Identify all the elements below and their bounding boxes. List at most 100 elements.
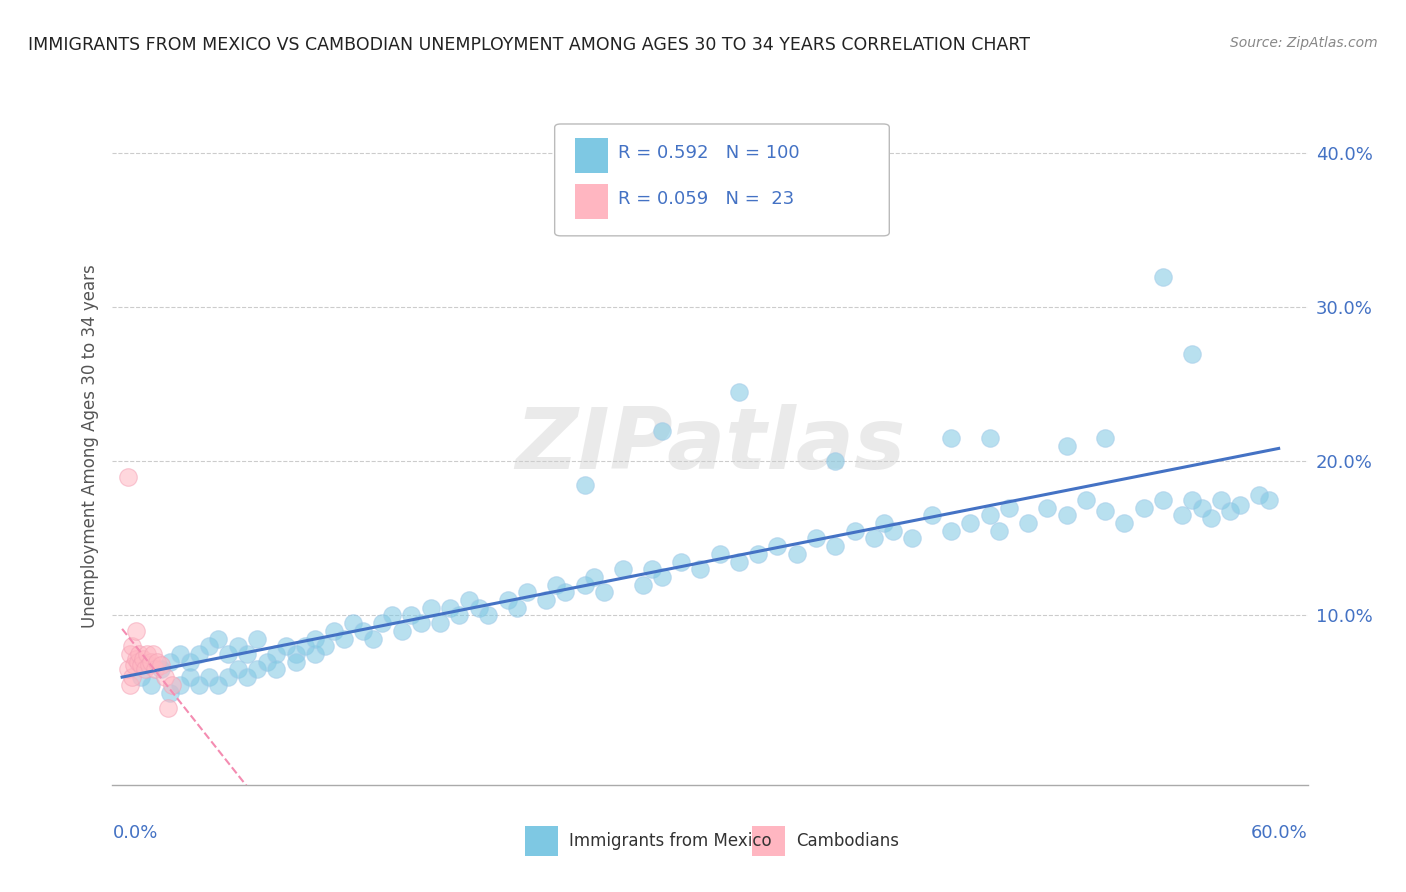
Point: [274, 640, 297, 654]
Point: [217, 647, 239, 661]
Point: [1209, 492, 1232, 507]
Point: [1017, 516, 1039, 530]
Point: [467, 600, 489, 615]
Point: [1258, 492, 1281, 507]
Point: [226, 640, 249, 654]
Point: [226, 662, 249, 676]
Point: [574, 477, 596, 491]
Point: [256, 655, 278, 669]
Text: 60.0%: 60.0%: [1251, 824, 1308, 842]
Point: [554, 585, 576, 599]
FancyBboxPatch shape: [752, 826, 786, 856]
Text: R = 0.592   N = 100: R = 0.592 N = 100: [619, 145, 800, 162]
Point: [1171, 508, 1194, 523]
Text: 0.0%: 0.0%: [112, 824, 157, 842]
Point: [142, 647, 165, 661]
FancyBboxPatch shape: [575, 184, 609, 219]
Point: [352, 624, 374, 638]
Point: [824, 539, 846, 553]
Text: Cambodians: Cambodians: [796, 831, 898, 849]
Point: [477, 608, 499, 623]
Point: [266, 647, 288, 661]
Point: [266, 662, 288, 676]
Point: [132, 651, 155, 665]
FancyBboxPatch shape: [554, 124, 890, 235]
Point: [998, 500, 1021, 515]
Point: [153, 670, 176, 684]
Text: Immigrants from Mexico: Immigrants from Mexico: [569, 831, 772, 849]
Point: [1094, 431, 1116, 445]
Point: [304, 632, 326, 646]
Point: [921, 508, 943, 523]
Point: [139, 678, 162, 692]
Point: [901, 532, 924, 546]
Point: [516, 585, 538, 599]
Point: [169, 678, 191, 692]
Point: [361, 632, 384, 646]
Point: [304, 647, 326, 661]
Point: [824, 454, 846, 468]
Point: [458, 593, 481, 607]
Point: [143, 662, 166, 676]
Point: [118, 678, 141, 692]
Point: [198, 670, 221, 684]
Point: [979, 508, 1001, 523]
Point: [118, 647, 141, 661]
Point: [381, 608, 404, 623]
Point: [593, 585, 616, 599]
Point: [188, 647, 211, 661]
Point: [188, 678, 211, 692]
Point: [159, 685, 181, 699]
Point: [371, 616, 394, 631]
Point: [506, 600, 529, 615]
Point: [342, 616, 364, 631]
Point: [449, 608, 471, 623]
Point: [1074, 492, 1097, 507]
Point: [939, 524, 962, 538]
Point: [959, 516, 981, 530]
Point: [1191, 500, 1213, 515]
Point: [217, 670, 239, 684]
Point: [612, 562, 634, 576]
Point: [1229, 498, 1251, 512]
Point: [1152, 269, 1174, 284]
Point: [122, 657, 145, 672]
Text: Source: ZipAtlas.com: Source: ZipAtlas.com: [1230, 36, 1378, 50]
Point: [988, 524, 1011, 538]
Point: [1114, 516, 1136, 530]
Point: [149, 662, 172, 676]
Text: ZIPatlas: ZIPatlas: [515, 404, 905, 488]
Point: [149, 657, 172, 672]
Point: [127, 655, 149, 669]
Point: [1132, 500, 1154, 515]
Point: [574, 577, 596, 591]
Point: [1036, 500, 1059, 515]
Point: [1152, 492, 1174, 507]
Point: [766, 539, 789, 553]
Point: [1219, 504, 1241, 518]
Point: [979, 431, 1001, 445]
Point: [641, 562, 664, 576]
Point: [121, 670, 143, 684]
Point: [872, 516, 894, 530]
Point: [131, 670, 153, 684]
Point: [1199, 511, 1222, 525]
Point: [439, 600, 461, 615]
Point: [747, 547, 769, 561]
Point: [651, 570, 673, 584]
Point: [401, 608, 423, 623]
Point: [284, 647, 307, 661]
Point: [157, 701, 180, 715]
Point: [314, 640, 336, 654]
Point: [689, 562, 711, 576]
Point: [284, 655, 307, 669]
Text: IMMIGRANTS FROM MEXICO VS CAMBODIAN UNEMPLOYMENT AMONG AGES 30 TO 34 YEARS CORRE: IMMIGRANTS FROM MEXICO VS CAMBODIAN UNEM…: [28, 36, 1031, 54]
Point: [169, 647, 191, 661]
Point: [863, 532, 886, 546]
Point: [419, 600, 441, 615]
Point: [246, 662, 269, 676]
Point: [134, 662, 156, 676]
Point: [333, 632, 356, 646]
Point: [728, 555, 751, 569]
Point: [786, 547, 808, 561]
